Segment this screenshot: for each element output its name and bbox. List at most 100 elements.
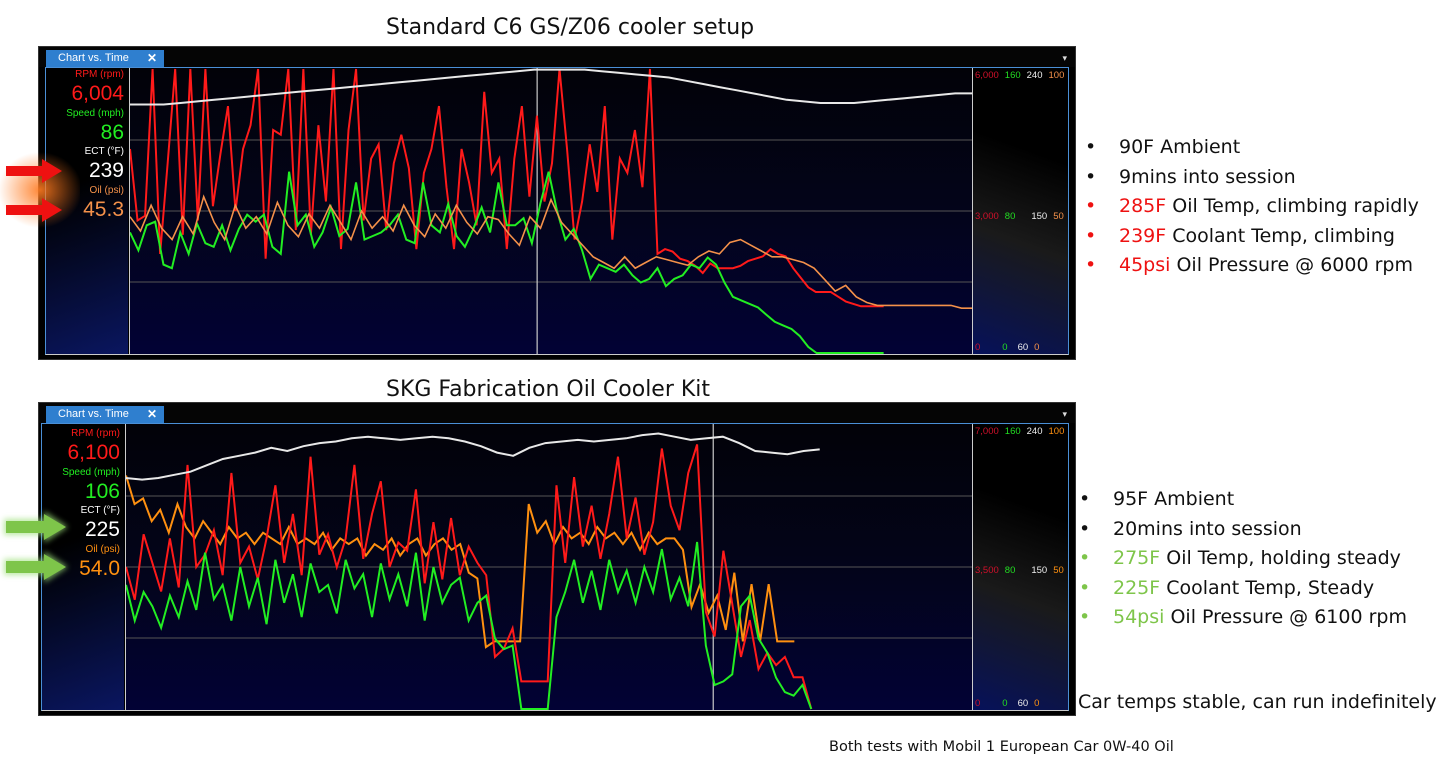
note-highlight: 45psi <box>1119 254 1171 276</box>
tab-chart-vs-time[interactable]: Chart vs. Time ✕ <box>46 406 164 423</box>
top-notes-list: • 90F Ambient • 9mins into session • 285F O… <box>1085 133 1419 281</box>
oil-value: 54.0 <box>79 557 120 580</box>
speed-value: 106 <box>84 480 120 503</box>
note-text: Oil Temp, climbing rapidly <box>1166 195 1419 217</box>
scale-ect-mid: 150 <box>1031 565 1048 576</box>
scale-rpm-mid: 3,500 <box>975 565 999 576</box>
speed-label: Speed (mph) <box>62 467 120 478</box>
scale-top: 7,000 160 240 100 <box>975 426 1070 437</box>
footer-note: Both tests with Mobil 1 European Car 0W-… <box>829 739 1174 755</box>
bullet: • <box>1085 136 1097 158</box>
scale-ect-max: 240 <box>1026 70 1043 81</box>
ect-label: ECT (°F) <box>80 505 120 516</box>
scale-oil-min: 0 <box>1034 698 1040 709</box>
bullet: • <box>1079 547 1091 569</box>
scale-ect-mid: 150 <box>1031 211 1048 222</box>
note-text: Oil Pressure @ 6100 rpm <box>1164 606 1407 628</box>
close-icon[interactable]: ✕ <box>146 407 157 421</box>
scale-oil-min: 0 <box>1034 342 1040 353</box>
bottom-chart-title: SKG Fabrication Oil Cooler Kit <box>386 377 711 402</box>
note-text: Coolant Temp, Steady <box>1160 576 1375 599</box>
scale-ect-max: 240 <box>1026 426 1043 437</box>
scale-rpm-max: 7,000 <box>975 426 999 437</box>
note-highlight: 239F <box>1119 224 1167 247</box>
note-text: 90F Ambient <box>1119 136 1241 158</box>
scale-oil-max: 100 <box>1048 426 1065 437</box>
chart-frame: RPM (rpm) 6,100 Speed (mph) 106 ECT (°F)… <box>41 423 1069 711</box>
note-highlight: 275F <box>1113 547 1161 569</box>
note-item: • 275F Oil Temp, holding steady <box>1079 544 1407 574</box>
plot-area[interactable] <box>125 424 973 710</box>
note-text: 20mins into session <box>1113 517 1302 540</box>
tab-label: Chart vs. Time <box>58 52 129 64</box>
note-item: • 95F Ambient <box>1079 485 1407 515</box>
scale-bottom: 0 0 60 0 <box>975 342 1045 353</box>
note-text: Oil Temp, holding steady <box>1160 547 1401 569</box>
bottom-notes-list: • 95F Ambient • 20mins into session • 275F … <box>1079 485 1407 633</box>
scale-oil-mid: 50 <box>1053 565 1064 576</box>
rpm-value: 6,004 <box>71 82 124 105</box>
bullet: • <box>1079 488 1091 510</box>
oil-label: Oil (psi) <box>85 544 120 555</box>
scale-mid: 3,000 80 150 50 <box>975 211 1070 222</box>
note-item: • 45psi Oil Pressure @ 6000 rpm <box>1085 251 1419 281</box>
bullet: • <box>1079 576 1091 599</box>
note-item: • 54psi Oil Pressure @ 6100 rpm <box>1079 603 1407 633</box>
note-item: • 239F Coolant Temp, climbing <box>1085 222 1419 252</box>
bottom-chart-window: Chart vs. Time ✕ ▾ RPM (rpm) 6,100 Speed… <box>38 402 1076 716</box>
note-item: • 285F Oil Temp, climbing rapidly <box>1085 192 1419 222</box>
ect-label: ECT (°F) <box>84 146 124 157</box>
speed-value: 86 <box>100 121 124 144</box>
scale-speed-min: 0 <box>1002 342 1008 353</box>
scale-ect-min: 60 <box>1017 342 1029 353</box>
note-highlight: 225F <box>1113 576 1161 599</box>
scale-speed-mid: 80 <box>1004 211 1016 222</box>
bullet: • <box>1085 195 1097 217</box>
close-icon[interactable]: ✕ <box>146 51 157 65</box>
top-chart-window: Chart vs. Time ✕ ▾ RPM (rpm) 6,004 Speed… <box>38 46 1076 360</box>
note-highlight: 285F <box>1119 195 1167 217</box>
note-text: Coolant Temp, climbing <box>1166 224 1395 247</box>
plot-area[interactable] <box>129 68 973 354</box>
bullet: • <box>1085 224 1097 247</box>
tab-bar: Chart vs. Time ✕ ▾ <box>39 47 1075 67</box>
note-text: 95F Ambient <box>1113 488 1235 510</box>
note-item: • 90F Ambient <box>1085 133 1419 163</box>
conclusion-text: Car temps stable, can run indefinitely <box>1078 691 1437 713</box>
top-plot-svg <box>130 68 972 354</box>
rpm-label: RPM (rpm) <box>75 69 124 80</box>
ect-arrow-icon <box>4 511 68 583</box>
scale-mid: 3,500 80 150 50 <box>975 565 1070 576</box>
note-text: 9mins into session <box>1119 165 1296 188</box>
chart-frame: RPM (rpm) 6,004 Speed (mph) 86 ECT (°F) … <box>45 67 1069 355</box>
scale-speed-min: 0 <box>1002 698 1008 709</box>
scale-bottom: 0 0 60 0 <box>975 698 1045 709</box>
note-item: • 20mins into session <box>1079 515 1407 545</box>
tab-chart-vs-time[interactable]: Chart vs. Time ✕ <box>46 50 164 67</box>
bullet: • <box>1085 254 1097 276</box>
tab-bar: Chart vs. Time ✕ ▾ <box>39 403 1075 423</box>
oil-label: Oil (psi) <box>89 185 124 196</box>
scale-rpm-mid: 3,000 <box>975 211 999 222</box>
bullet: • <box>1079 517 1091 540</box>
top-chart-title: Standard C6 GS/Z06 cooler setup <box>386 15 755 40</box>
scale-oil-max: 100 <box>1048 70 1065 81</box>
scale-speed-mid: 80 <box>1004 565 1016 576</box>
rpm-value: 6,100 <box>67 441 120 464</box>
axis-scales: 6,000 160 240 100 3,000 80 150 50 0 0 60 0 <box>973 68 1068 354</box>
bottom-plot-svg <box>126 424 972 710</box>
note-item: • 225F Coolant Temp, Steady <box>1079 574 1407 604</box>
note-text: Oil Pressure @ 6000 rpm <box>1170 254 1413 276</box>
tab-label: Chart vs. Time <box>58 408 129 420</box>
dropdown-arrow-icon[interactable]: ▾ <box>1062 409 1067 419</box>
scale-rpm-min: 0 <box>975 342 981 353</box>
speed-label: Speed (mph) <box>66 108 124 119</box>
rpm-label: RPM (rpm) <box>71 428 120 439</box>
scale-top: 6,000 160 240 100 <box>975 70 1070 81</box>
note-highlight: 54psi <box>1113 606 1165 628</box>
bullet: • <box>1085 165 1097 188</box>
scale-speed-max: 160 <box>1004 70 1021 81</box>
scale-rpm-min: 0 <box>975 698 981 709</box>
dropdown-arrow-icon[interactable]: ▾ <box>1062 53 1067 63</box>
scale-rpm-max: 6,000 <box>975 70 999 81</box>
